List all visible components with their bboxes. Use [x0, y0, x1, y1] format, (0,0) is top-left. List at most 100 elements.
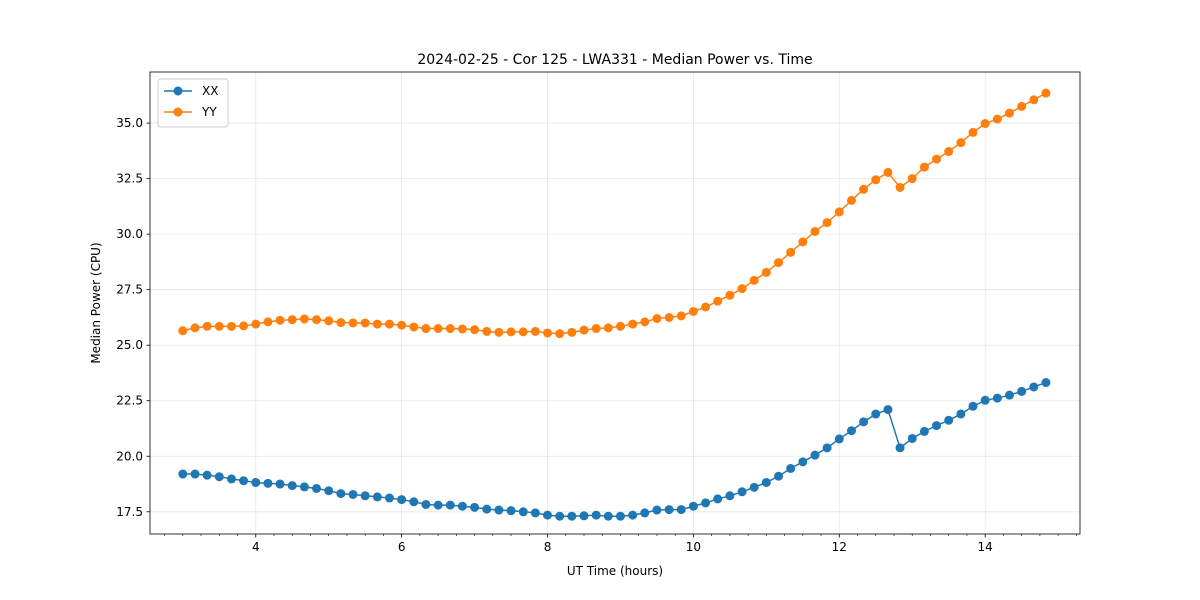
- data-point-yy: [360, 318, 370, 328]
- data-point-xx: [518, 507, 528, 517]
- data-point-xx: [774, 471, 784, 481]
- y-tick-label: 32.5: [116, 172, 143, 186]
- data-point-xx: [786, 463, 796, 473]
- series-layer: [178, 88, 1051, 521]
- x-axis-label: UT Time (hours): [567, 564, 663, 578]
- data-point-xx: [871, 409, 881, 419]
- legend-marker-xx: [173, 86, 183, 96]
- data-point-yy: [701, 302, 711, 312]
- ticks: 4 6 8 10 12 14 17.5 20.0 22.5 25.0 27.5 30.0 32.5 35.…: [116, 116, 1077, 554]
- plot-frame: [149, 71, 1081, 535]
- data-point-xx: [457, 501, 467, 511]
- data-point-xx: [859, 417, 869, 427]
- data-point-xx: [348, 489, 358, 499]
- data-point-xx: [713, 494, 723, 504]
- grid: [150, 72, 1080, 534]
- data-point-yy: [652, 314, 662, 324]
- data-point-xx: [944, 415, 954, 425]
- data-point-xx: [1017, 386, 1027, 396]
- x-tick-label: 12: [832, 540, 847, 554]
- data-point-yy: [263, 317, 273, 327]
- data-point-yy: [615, 321, 625, 331]
- data-point-yy: [1017, 101, 1027, 111]
- legend-label-xx: XX: [202, 84, 218, 98]
- data-point-xx: [725, 491, 735, 501]
- data-point-xx: [761, 477, 771, 487]
- data-point-xx: [178, 469, 188, 479]
- y-tick-label: 35.0: [116, 116, 143, 130]
- data-point-xx: [980, 395, 990, 405]
- data-point-yy: [494, 327, 504, 337]
- data-point-yy: [871, 175, 881, 185]
- data-point-xx: [968, 401, 978, 411]
- data-point-xx: [433, 500, 443, 510]
- data-point-yy: [688, 306, 698, 316]
- data-point-xx: [846, 426, 856, 436]
- legend: XX YY: [157, 78, 229, 128]
- data-point-xx: [1029, 382, 1039, 392]
- data-point-yy: [421, 324, 431, 334]
- data-point-xx: [822, 443, 832, 453]
- data-point-xx: [409, 497, 419, 507]
- data-point-yy: [470, 325, 480, 335]
- x-tick-label: 8: [544, 540, 552, 554]
- data-point-xx: [384, 493, 394, 503]
- data-point-yy: [774, 258, 784, 268]
- data-point-xx: [470, 502, 480, 512]
- data-point-yy: [725, 290, 735, 300]
- data-point-yy: [202, 321, 212, 331]
- data-point-yy: [287, 315, 297, 325]
- data-point-xx: [397, 495, 407, 505]
- data-point-xx: [336, 489, 346, 499]
- data-point-yy: [895, 183, 905, 192]
- data-point-yy: [214, 321, 224, 331]
- data-point-yy: [1004, 108, 1014, 118]
- data-point-xx: [1004, 390, 1014, 400]
- data-point-yy: [968, 127, 978, 137]
- y-tick-label: 17.5: [116, 505, 143, 519]
- data-point-yy: [239, 321, 249, 331]
- data-point-xx: [737, 487, 747, 497]
- data-point-yy: [445, 324, 455, 334]
- data-point-yy: [348, 318, 358, 328]
- data-point-yy: [749, 275, 759, 285]
- data-point-xx: [992, 393, 1002, 403]
- data-point-xx: [421, 499, 431, 509]
- data-point-yy: [543, 328, 553, 338]
- data-point-yy: [713, 296, 723, 306]
- data-point-xx: [494, 505, 504, 515]
- data-point-xx: [883, 405, 893, 415]
- data-point-yy: [555, 329, 565, 339]
- data-point-yy: [251, 319, 261, 329]
- data-point-xx: [251, 477, 261, 487]
- y-tick-label: 22.5: [116, 394, 143, 408]
- x-tick-label: 10: [686, 540, 701, 554]
- data-point-yy: [567, 327, 577, 337]
- data-point-xx: [226, 474, 236, 484]
- data-point-yy: [312, 315, 322, 325]
- data-point-xx: [591, 510, 601, 520]
- data-point-yy: [932, 154, 942, 164]
- data-point-yy: [530, 326, 540, 336]
- data-point-xx: [360, 491, 370, 501]
- data-point-xx: [372, 492, 382, 502]
- data-point-yy: [737, 284, 747, 294]
- data-point-xx: [555, 511, 565, 521]
- data-point-yy: [944, 147, 954, 157]
- data-point-yy: [482, 326, 492, 336]
- data-point-yy: [883, 167, 893, 177]
- data-point-yy: [1029, 95, 1039, 105]
- data-point-yy: [324, 316, 334, 326]
- data-point-xx: [482, 504, 492, 514]
- data-point-xx: [895, 443, 905, 453]
- y-axis-label: Median Power (CPU): [89, 242, 103, 363]
- data-point-yy: [336, 318, 346, 328]
- x-tick-label: 14: [978, 540, 993, 554]
- data-point-xx: [688, 501, 698, 511]
- data-point-xx: [615, 511, 625, 521]
- x-tick-label: 6: [398, 540, 406, 554]
- data-point-yy: [506, 327, 516, 337]
- data-point-yy: [457, 324, 467, 334]
- data-point-yy: [834, 207, 844, 217]
